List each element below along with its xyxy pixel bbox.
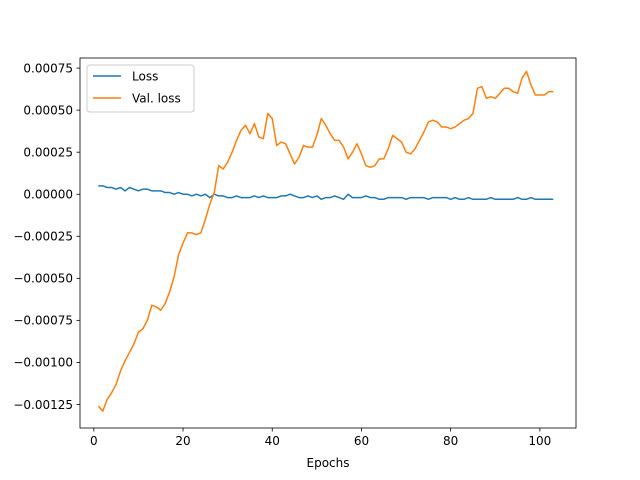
x-tick-label: 40 <box>265 434 280 448</box>
plot-frame <box>79 57 577 429</box>
x-tick-label: 60 <box>354 434 369 448</box>
y-tick-label: 0.00075 <box>23 61 73 75</box>
x-tick-label: 0 <box>90 434 98 448</box>
x-axis-label: Epochs <box>307 456 350 470</box>
x-axis: 0 20 40 60 80 100 <box>90 428 551 448</box>
legend: Loss Val. loss <box>86 64 195 113</box>
y-tick-label: −0.00075 <box>13 314 73 328</box>
y-tick-label: −0.00125 <box>13 398 73 412</box>
y-tick-label: −0.00050 <box>13 272 73 286</box>
series-layer <box>97 70 554 412</box>
y-tick-label: 0.00025 <box>23 145 73 159</box>
series-line-loss <box>98 185 554 201</box>
x-tick-label: 80 <box>443 434 458 448</box>
series-line-val-loss <box>97 70 554 412</box>
y-tick-label: 0.00050 <box>23 103 73 117</box>
y-tick-label: −0.00025 <box>13 230 73 244</box>
legend-label: Loss <box>132 69 158 83</box>
x-tick-label: 100 <box>528 434 551 448</box>
y-tick-label: −0.00100 <box>13 356 73 370</box>
y-axis: −0.00125 −0.00100 −0.00075 −0.00050 −0.00025… <box>13 61 80 412</box>
y-tick-label: 0.00000 <box>23 188 73 202</box>
x-tick-label: 20 <box>175 434 190 448</box>
legend-label: Val. loss <box>132 91 181 105</box>
